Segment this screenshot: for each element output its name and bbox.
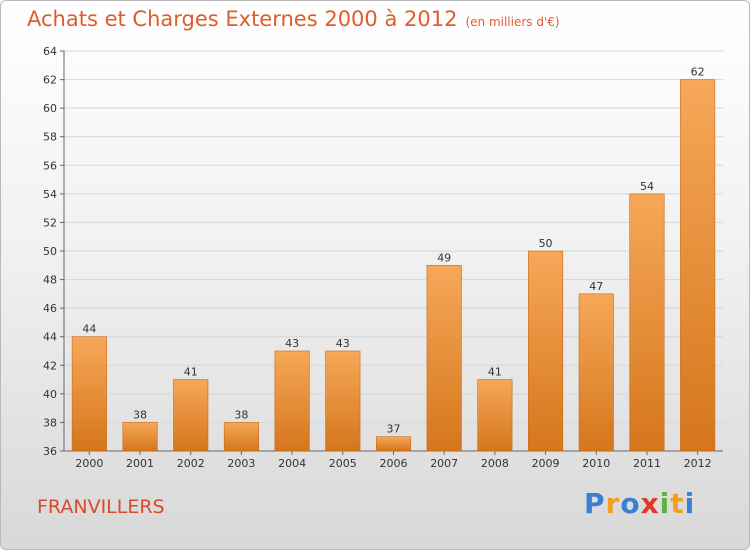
value-label: 47 <box>589 280 603 293</box>
bar-2010 <box>578 293 614 452</box>
y-tick-label: 42 <box>43 359 57 372</box>
value-label: 37 <box>387 423 401 436</box>
bar-2002 <box>173 379 209 452</box>
y-tick-label: 48 <box>43 274 57 287</box>
x-tick-label: 2004 <box>278 457 306 470</box>
bar-2004 <box>274 350 310 452</box>
chart-title: Achats et Charges Externes 2000 à 2012 (e… <box>27 7 560 31</box>
value-label: 41 <box>184 366 198 379</box>
bar-2006 <box>375 436 412 452</box>
x-tick-label: 2011 <box>633 457 661 470</box>
value-label: 50 <box>539 237 553 250</box>
value-label: 49 <box>437 251 451 264</box>
value-label: 38 <box>133 408 147 421</box>
logo-letter: P <box>584 487 606 520</box>
bar-2001 <box>122 422 158 452</box>
value-label: 43 <box>285 337 299 350</box>
logo-letter: i <box>659 487 671 520</box>
bar-2009 <box>528 250 564 452</box>
y-tick-label: 50 <box>43 245 57 258</box>
x-tick-label: 2007 <box>430 457 458 470</box>
x-tick-label: 2010 <box>582 457 610 470</box>
bar-2011 <box>629 193 665 452</box>
value-label: 54 <box>640 180 654 193</box>
x-tick-label: 2005 <box>329 457 357 470</box>
bar-2005 <box>325 350 361 452</box>
value-label: 62 <box>691 66 705 79</box>
x-tick-label: 2000 <box>75 457 103 470</box>
y-tick-label: 54 <box>43 188 57 201</box>
logo-letter: o <box>620 487 641 520</box>
y-tick-label: 64 <box>43 45 57 58</box>
bars <box>71 79 716 452</box>
x-tick-label: 2002 <box>177 457 205 470</box>
x-tick-label: 2008 <box>481 457 509 470</box>
value-label: 44 <box>82 323 96 336</box>
commune-name: FRANVILLERS <box>37 496 165 518</box>
logo-letter: r <box>605 487 621 520</box>
bar-2008 <box>477 379 513 452</box>
logo-letter: x <box>640 487 660 520</box>
chart-subtitle: (en milliers d'€) <box>465 15 560 29</box>
proxiti-logo[interactable]: Proxiti <box>584 487 695 520</box>
y-tick-label: 46 <box>43 302 57 315</box>
x-tick-label: 2001 <box>126 457 154 470</box>
y-tick-label: 36 <box>43 445 57 458</box>
bar-2007 <box>426 264 462 452</box>
logo-letter: t <box>670 487 685 520</box>
bar-2012 <box>680 79 716 452</box>
x-tick-label: 2012 <box>684 457 712 470</box>
x-tick-label: 2006 <box>380 457 408 470</box>
y-tick-label: 44 <box>43 331 57 344</box>
grid-lines <box>64 50 723 452</box>
chart-title-text: Achats et Charges Externes 2000 à 2012 <box>27 7 458 31</box>
x-tick-label: 2003 <box>227 457 255 470</box>
y-tick-label: 62 <box>43 74 57 87</box>
y-tick-label: 38 <box>43 416 57 429</box>
y-tick-label: 58 <box>43 131 57 144</box>
bar-2003 <box>223 422 259 452</box>
y-tick-label: 52 <box>43 216 57 229</box>
x-tick-label: 2009 <box>532 457 560 470</box>
value-label: 43 <box>336 337 350 350</box>
labels: 36 38 40 42 44 46 48 50 52 54 56 58 60 62 64 2000 44 2001… <box>43 45 712 470</box>
logo-letter: i <box>684 487 696 520</box>
bar-2000 <box>71 336 107 452</box>
y-tick-label: 40 <box>43 388 57 401</box>
value-label: 41 <box>488 366 502 379</box>
y-tick-label: 56 <box>43 159 57 172</box>
y-tick-label: 60 <box>43 102 57 115</box>
value-label: 38 <box>234 408 248 421</box>
